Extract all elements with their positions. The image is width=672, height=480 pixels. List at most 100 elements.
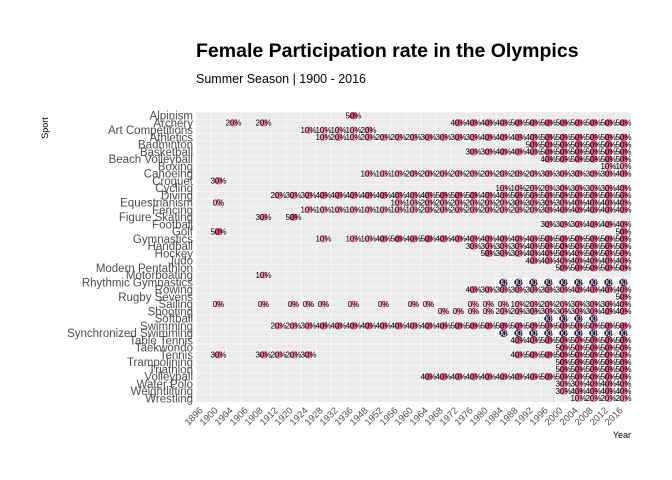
cell-athletics-1936 xyxy=(349,133,358,141)
cell-diving-1932 xyxy=(334,191,343,199)
value-label-athletics-1932: 20% xyxy=(330,133,346,142)
value-label-tennis-1988: 40% xyxy=(510,351,526,360)
value-label-sailing-2008: 30% xyxy=(585,300,601,309)
value-label-weightlifting-2012: 40% xyxy=(600,387,616,396)
value-label-trampolining-2012: 50% xyxy=(600,358,616,367)
value-label-sailing-2016: 40% xyxy=(615,300,631,309)
value-label-fencing-1936: 10% xyxy=(345,206,361,215)
value-label-football-2004: 30% xyxy=(570,220,586,229)
y-tick-hockey: Hockey xyxy=(155,248,194,260)
value-label-archery-1996: 50% xyxy=(540,119,556,128)
cell-canoeing-1972 xyxy=(454,170,463,178)
value-label-canoeing-1992: 20% xyxy=(525,169,541,178)
cell-art-competitions-1924 xyxy=(304,126,313,134)
cell-volleyball-1992 xyxy=(529,373,538,381)
cell-equestrianism-2008 xyxy=(589,199,598,207)
cell-tennis-1908 xyxy=(259,351,268,359)
cell-cycling-2012 xyxy=(604,184,613,192)
value-label-gymnastics-1984: 40% xyxy=(495,235,511,244)
cell-canoeing-1980 xyxy=(484,170,493,178)
cell-handball-1984 xyxy=(499,242,508,250)
cell-triathlon-2004 xyxy=(574,365,583,373)
value-label-croquet-1900: 30% xyxy=(210,177,226,186)
cell-athletics-1976 xyxy=(469,133,478,141)
cell-synchronized-swimming-2004 xyxy=(574,329,583,337)
value-label-volleyball-2000: 50% xyxy=(555,372,571,381)
value-label-diving-2012: 50% xyxy=(600,191,616,200)
value-label-wrestling-2012: 20% xyxy=(600,394,616,403)
value-label-athletics-1996: 50% xyxy=(540,133,556,142)
cell-rowing-1976 xyxy=(469,286,478,294)
value-label-swimming-1948: 40% xyxy=(360,322,376,331)
value-label-fencing-2000: 40% xyxy=(555,206,571,215)
value-label-water-polo-2004: 30% xyxy=(570,380,586,389)
cell-hockey-1992 xyxy=(529,249,538,257)
cell-archery-1996 xyxy=(544,119,553,127)
y-tick-basketball: Basketball xyxy=(140,147,193,159)
value-label-cycling-2004: 30% xyxy=(570,184,586,193)
cell-art-competitions-1948 xyxy=(364,126,373,134)
value-label-equestrianism-1900: 0% xyxy=(213,198,225,207)
cell-athletics-1956 xyxy=(394,133,403,141)
cell-synchronized-swimming-2012 xyxy=(604,329,613,337)
value-label-sailing-1960: 0% xyxy=(408,300,420,309)
cell-gymnastics-1936 xyxy=(349,235,358,243)
cell-tennis-1992 xyxy=(529,351,538,359)
y-tick-badminton: Badminton xyxy=(138,140,193,152)
cell-athletics-2012 xyxy=(604,133,613,141)
value-label-gymnastics-1956: 50% xyxy=(390,235,406,244)
chart-title: Female Participation rate in the Olympic… xyxy=(196,40,579,62)
value-label-athletics-2004: 50% xyxy=(570,133,586,142)
value-label-synchronized-swimming-2000: 100% xyxy=(553,329,573,338)
cell-athletics-1980 xyxy=(484,133,493,141)
cell-swimming-1956 xyxy=(394,322,403,330)
cell-diving-1976 xyxy=(469,191,478,199)
cell-modern-pentathlon-2016 xyxy=(619,264,628,272)
cell-swimming-2008 xyxy=(589,322,598,330)
cell-handball-2008 xyxy=(589,242,598,250)
value-label-tennis-1924: 30% xyxy=(300,351,316,360)
cell-badminton-2016 xyxy=(619,141,628,149)
value-labels: 50%20% 20% 40%40%40%40%50%50%50%50%50%50%5… xyxy=(210,111,633,403)
cell-tennis-2008 xyxy=(589,351,598,359)
value-label-gymnastics-1968: 40% xyxy=(435,235,451,244)
cell-athletics-2008 xyxy=(589,133,598,141)
value-label-diving-2000: 50% xyxy=(555,191,571,200)
cell-equestrianism-1968 xyxy=(439,199,448,207)
cell-canoeing-2000 xyxy=(559,170,568,178)
value-label-modern-pentathlon-2004: 50% xyxy=(570,264,586,273)
value-label-judo-2004: 40% xyxy=(570,256,586,265)
value-label-sailing-1952: 0% xyxy=(378,300,390,309)
cell-rowing-2004 xyxy=(574,286,583,294)
value-label-cycling-1996: 20% xyxy=(540,184,556,193)
cell-sailing-1928 xyxy=(319,300,328,308)
cell-archery-2012 xyxy=(604,119,613,127)
value-label-diving-1948: 40% xyxy=(360,191,376,200)
value-label-handball-1988: 30% xyxy=(510,242,526,251)
value-label-rhythmic-gymnastics-1984: 100% xyxy=(493,278,513,287)
cell-tennis-1924 xyxy=(304,351,313,359)
value-label-table-tennis-2004: 50% xyxy=(570,336,586,345)
cell-gymnastics-1976 xyxy=(469,235,478,243)
value-label-diving-1932: 40% xyxy=(330,191,346,200)
cell-canoeing-2012 xyxy=(604,170,613,178)
cell-cycling-2008 xyxy=(589,184,598,192)
cell-diving-1956 xyxy=(394,191,403,199)
value-label-tennis-1920: 20% xyxy=(285,351,301,360)
value-label-sailing-1924: 0% xyxy=(303,300,315,309)
value-label-archery-2000: 50% xyxy=(555,119,571,128)
value-label-softball-2008: 100% xyxy=(583,314,603,323)
value-label-swimming-1960: 40% xyxy=(405,322,421,331)
cell-badminton-1992 xyxy=(529,141,538,149)
cell-tennis-1900 xyxy=(214,351,223,359)
value-label-rhythmic-gymnastics-2004: 100% xyxy=(568,278,588,287)
cell-football-2016 xyxy=(619,220,628,228)
value-label-water-polo-2012: 40% xyxy=(600,380,616,389)
cell-canoeing-1960 xyxy=(409,170,418,178)
cell-softball-2008 xyxy=(589,315,598,323)
cell-sailing-1964 xyxy=(424,300,433,308)
cell-canoeing-1952 xyxy=(379,170,388,178)
cell-gymnastics-1964 xyxy=(424,235,433,243)
value-label-swimming-1972: 50% xyxy=(450,322,466,331)
cell-basketball-1992 xyxy=(529,148,538,156)
